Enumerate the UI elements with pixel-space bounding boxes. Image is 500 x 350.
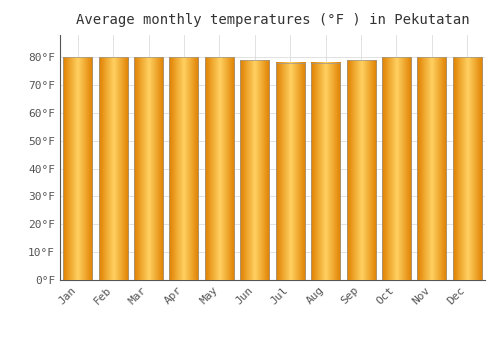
- Title: Average monthly temperatures (°F ) in Pekutatan: Average monthly temperatures (°F ) in Pe…: [76, 13, 469, 27]
